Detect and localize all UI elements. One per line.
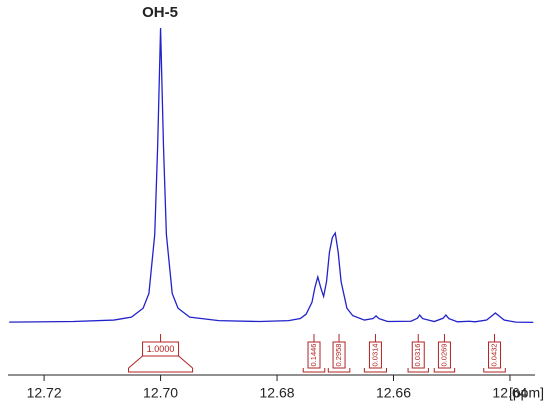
integral-bracket <box>407 368 429 373</box>
integral-label: 0.0269 <box>439 344 448 367</box>
integral-label: 0.0432 <box>490 344 499 367</box>
integral-label-box <box>307 341 321 369</box>
integral-label-box <box>411 341 425 369</box>
integral-label-box <box>332 341 346 369</box>
spectrum-line <box>9 27 534 324</box>
integral-bracket <box>433 368 456 373</box>
peak-annotation: OH-5 <box>142 4 178 21</box>
integral-label-box <box>437 341 451 369</box>
integral-label: 0.2958 <box>334 344 343 367</box>
x-tick-label: 12.66 <box>376 385 411 401</box>
x-tick-label: 12.70 <box>143 385 178 401</box>
integral-bracket <box>363 368 388 373</box>
integral-label: 0.0314 <box>370 344 379 367</box>
integral-foot <box>128 355 193 369</box>
integral-label: 0.1446 <box>309 344 318 367</box>
integral-label-box <box>368 341 382 369</box>
integral-bracket <box>483 368 506 373</box>
integral-bracket <box>327 368 351 373</box>
integral-label: 0.0316 <box>413 344 422 367</box>
integral-bracket <box>128 368 194 373</box>
integral: 0.1446 <box>302 334 326 373</box>
x-tick-label: 12.64 <box>492 385 527 401</box>
integral: 1.0000 <box>128 334 194 373</box>
integral: 0.0269 <box>433 334 456 373</box>
x-tick-label: 12.72 <box>27 385 62 401</box>
integral: 0.2958 <box>327 334 351 373</box>
x-tick-label: 12.68 <box>260 385 295 401</box>
integral-label-box <box>488 341 502 369</box>
integral-label-box <box>142 341 180 357</box>
integral-bracket <box>302 368 326 373</box>
integral: 0.0316 <box>407 334 429 373</box>
integral-label: 1.0000 <box>147 344 175 354</box>
integral: 0.0432 <box>483 334 506 373</box>
x-axis-label: [ppm] <box>509 385 544 401</box>
integral: 0.0314 <box>363 334 388 373</box>
